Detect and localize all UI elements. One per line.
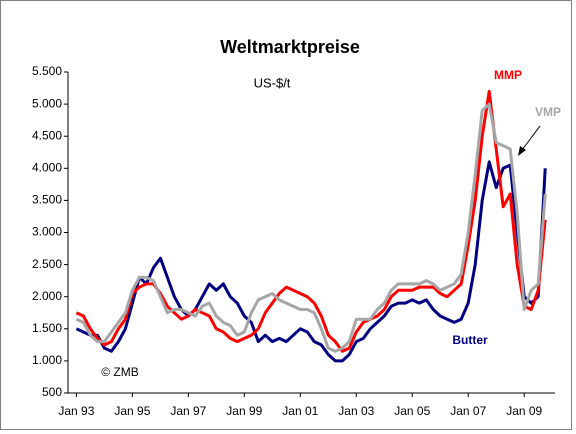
series-label: VMP [535,105,561,119]
x-tick-label: Jan 95 [114,404,150,418]
y-tick-label: 3.000 [32,225,62,239]
x-tick-label: Jan 93 [58,404,94,418]
y-tick-label: 500 [42,385,62,399]
y-tick-label: 1.000 [32,353,62,367]
x-tick-label: Jan 99 [226,404,262,418]
x-tick-label: Jan 05 [394,404,430,418]
x-tick-label: Jan 01 [282,404,318,418]
x-tick-label: Jan 07 [450,404,486,418]
line-series [75,160,547,363]
series-label: Butter [452,333,488,347]
y-tick-label: 5.500 [32,64,62,78]
y-tick-label: 3.500 [32,193,62,207]
arrow-head [518,146,526,156]
chart-subtitle: US-$/t [254,75,291,90]
chart-title: Weltmarktpreise [220,37,360,57]
y-tick-label: 2.500 [32,257,62,271]
y-tick-label: 4.000 [32,160,62,174]
x-tick-label: Jan 97 [170,404,206,418]
y-tick-label: 5.000 [32,96,62,110]
x-tick-label: Jan 09 [506,404,542,418]
arrow [521,125,541,151]
y-tick-label: 2.000 [32,289,62,303]
line-series [75,102,547,353]
y-tick-label: 1.500 [32,321,62,335]
y-tick-label: 4.500 [32,128,62,142]
series-label: MMP [494,68,522,82]
annotation: © ZMB [101,365,139,379]
x-tick-label: Jan 03 [338,404,374,418]
